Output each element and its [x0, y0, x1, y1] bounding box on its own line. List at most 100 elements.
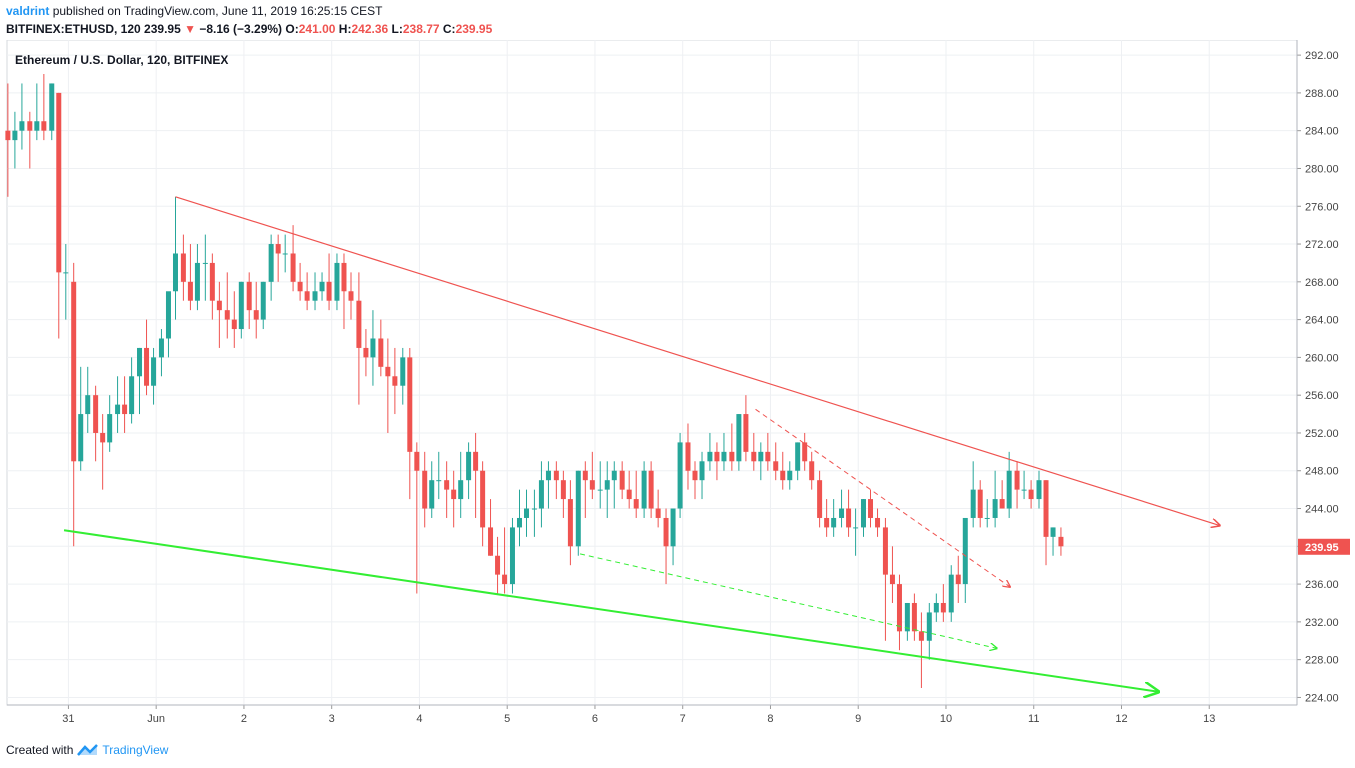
- low-value: 238.77: [402, 22, 440, 36]
- candle-body: [516, 517, 522, 528]
- candle-body: [992, 499, 998, 518]
- candle-body: [187, 281, 193, 301]
- time-tick-label: 6: [592, 713, 598, 725]
- time-tick-label: 11: [1028, 713, 1039, 725]
- candle-body: [531, 508, 537, 510]
- candle-body: [853, 527, 859, 529]
- candle-body: [882, 527, 888, 575]
- time-tick-label: Jun: [147, 713, 165, 725]
- candle-body: [1014, 470, 1020, 490]
- candle-body: [751, 451, 757, 462]
- candle-body: [648, 470, 654, 509]
- candle-body: [392, 376, 398, 386]
- candle-body: [275, 244, 281, 254]
- candle-body: [12, 130, 18, 141]
- candle-body: [71, 281, 77, 462]
- short-resistance-trendline[interactable]: [755, 408, 1010, 587]
- candle-body: [787, 470, 793, 481]
- resistance-trendline[interactable]: [175, 196, 1219, 526]
- candle-body: [238, 281, 244, 330]
- candle-body: [626, 489, 632, 500]
- candle-body: [151, 357, 157, 386]
- candle-body: [268, 244, 274, 282]
- candle-body: [356, 300, 362, 348]
- price-tick-label: 256.00: [1305, 390, 1339, 402]
- publish-info: valdrint published on TradingView.com, J…: [6, 4, 382, 18]
- time-tick-label: 2: [241, 713, 247, 725]
- chart-area[interactable]: 292.00 288.00 284.00 280.00 276.00 272.00 268.…: [0, 39, 1355, 738]
- tradingview-brand[interactable]: TradingView: [102, 743, 169, 757]
- price-tick-label: 260.00: [1305, 352, 1339, 364]
- price-tick-label: 224.00: [1305, 692, 1339, 704]
- candle-body: [216, 300, 222, 311]
- candle-body: [348, 291, 354, 301]
- candle-body: [1050, 527, 1056, 537]
- candle-body: [743, 414, 749, 452]
- candle-body: [407, 357, 413, 452]
- price-tick-label: 236.00: [1305, 579, 1339, 591]
- candle-body: [63, 272, 69, 274]
- candle-body: [363, 347, 369, 358]
- candle-body: [19, 121, 25, 131]
- candle-body: [984, 517, 990, 519]
- candle-body: [290, 253, 296, 282]
- candle-body: [619, 470, 625, 490]
- candle-body: [56, 92, 62, 273]
- candle-body: [714, 451, 720, 462]
- symbol-ohlc-line: BITFINEX:ETHUSD, 120 239.95 ▼ −8.16 (−3.…: [6, 22, 492, 36]
- footer: Created with TradingView: [6, 743, 168, 757]
- candle-body: [429, 480, 435, 509]
- candle-body: [839, 508, 845, 518]
- price-tick-label: 228.00: [1305, 655, 1339, 667]
- candle-body: [194, 262, 200, 301]
- candle-body: [699, 461, 705, 481]
- candle-body: [378, 338, 384, 367]
- candle-body: [780, 470, 786, 481]
- candle-body: [509, 527, 515, 585]
- time-tick-label: 7: [680, 713, 686, 725]
- candle-body: [707, 451, 713, 462]
- candle-body: [41, 121, 47, 131]
- candle-body: [334, 262, 340, 301]
- candle-body: [655, 508, 661, 518]
- high-label: H:: [338, 22, 352, 36]
- support-trendline[interactable]: [63, 529, 1158, 692]
- price-tick-label: 232.00: [1305, 617, 1339, 629]
- candle-body: [297, 281, 303, 292]
- candle-body: [165, 291, 171, 339]
- candle-body: [246, 281, 252, 311]
- created-with-text: Created with: [6, 743, 74, 757]
- low-label: L:: [391, 22, 403, 36]
- candle-body: [524, 508, 530, 518]
- close-value: 239.95: [455, 22, 493, 36]
- last-price-tag-label: 239.95: [1305, 542, 1339, 554]
- candle-body: [326, 281, 332, 301]
- price-tick-label: 288.00: [1305, 88, 1339, 100]
- candle-body: [736, 414, 742, 462]
- candle-body: [34, 121, 40, 131]
- time-tick-label: 10: [940, 713, 952, 725]
- candle-body: [802, 442, 808, 462]
- price-tick-label: 244.00: [1305, 504, 1339, 516]
- candle-body: [904, 602, 910, 632]
- price-chart[interactable]: 292.00 288.00 284.00 280.00 276.00 272.00 268.…: [0, 39, 1355, 738]
- candle-body: [677, 442, 683, 509]
- candle-body: [502, 574, 508, 585]
- candle-body: [795, 442, 801, 471]
- time-tick-label: 9: [855, 713, 861, 725]
- last-price: 239.95: [144, 22, 181, 36]
- candle-body: [538, 480, 544, 509]
- candle-body: [846, 508, 852, 528]
- author-name[interactable]: valdrint: [6, 4, 50, 18]
- candle-body: [692, 470, 698, 481]
- candle-body: [107, 414, 113, 443]
- candle-body: [933, 602, 939, 613]
- candle-body: [758, 451, 764, 462]
- candle-body: [436, 480, 442, 482]
- candle-body: [633, 499, 639, 509]
- candle-body: [948, 574, 954, 613]
- time-tick-label: 5: [504, 713, 510, 725]
- candle-body: [122, 404, 128, 415]
- last-price-tag: [1298, 538, 1350, 555]
- candle-body: [488, 527, 494, 556]
